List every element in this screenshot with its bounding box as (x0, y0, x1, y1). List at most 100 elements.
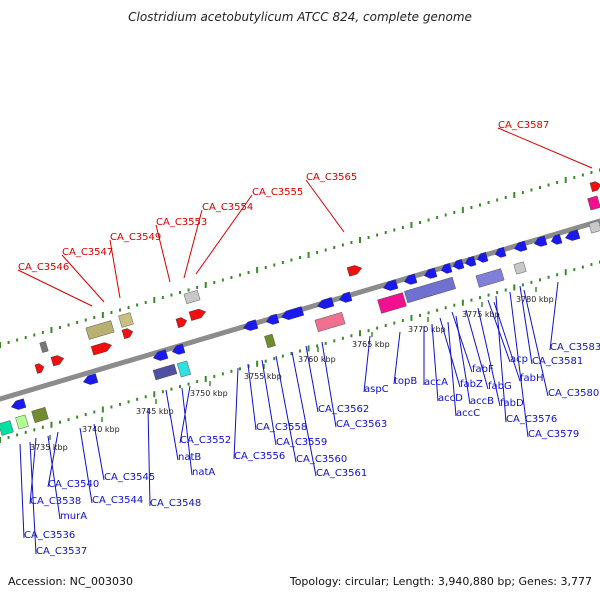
bottom-gene-label[interactable]: CA_C3580 (548, 388, 599, 399)
strand-dot (127, 400, 130, 404)
strand-dot (59, 326, 61, 329)
strand-dot (307, 345, 310, 352)
bottom-gene-label[interactable]: CA_C3581 (532, 356, 583, 367)
strand-dot (564, 177, 567, 183)
gene-labels: CA_C3546 CA_C3547 CA_C3549 CA_C3553 CA_C3554… (18, 120, 600, 557)
leader-line (523, 289, 549, 397)
leader-line (519, 285, 533, 365)
top-gene-label[interactable]: CA_C3554 (202, 202, 253, 213)
bottom-gene-label[interactable]: CA_C3544 (92, 495, 143, 506)
top-gene-label[interactable]: CA_C3565 (306, 172, 357, 183)
strand-dot (67, 323, 70, 327)
bottom-gene-label[interactable]: accC (456, 408, 480, 419)
bottom-gene-label[interactable]: CA_C3545 (104, 472, 155, 483)
top-gene-label[interactable]: CA_C3546 (18, 262, 69, 273)
bottom-gene-label[interactable]: CA_C3552 (180, 435, 231, 446)
strand-dot (299, 256, 301, 259)
strand-dot (427, 311, 430, 315)
strand-dot (76, 415, 79, 419)
strand-dot (401, 226, 404, 229)
bottom-gene-label[interactable]: CA_C3537 (36, 546, 87, 557)
gene-arrow (90, 342, 112, 356)
bottom-gene-label[interactable]: fabZ (460, 379, 483, 390)
strand-dot (436, 216, 439, 219)
top-gene-label[interactable]: CA_C3549 (110, 232, 161, 243)
strand-dot (350, 241, 353, 244)
bottom-gene-label[interactable]: topB (394, 376, 417, 387)
strand-dot (290, 258, 293, 262)
strand-dot (170, 387, 173, 391)
strand-dot (256, 267, 259, 273)
gene-block (176, 360, 192, 378)
top-gene-label[interactable]: CA_C3587 (498, 120, 549, 131)
gene-features (0, 181, 600, 436)
bottom-gene-label[interactable]: CA_C3536 (24, 530, 75, 541)
strand-dot (230, 276, 233, 279)
strand-dot (187, 288, 190, 292)
gene-arrow (346, 265, 363, 277)
gene-arrow (265, 313, 280, 325)
gene-arrow (10, 398, 27, 410)
leader-line (195, 194, 253, 275)
bottom-gene-label[interactable]: murA (60, 511, 87, 522)
bottom-gene-label[interactable]: CA_C3562 (318, 404, 369, 415)
bottom-gene-label[interactable]: CA_C3561 (316, 468, 367, 479)
strand-dot (487, 201, 490, 204)
top-gene-label[interactable]: CA_C3555 (252, 187, 303, 198)
strand-dot (281, 354, 284, 358)
leader-line (447, 321, 457, 417)
bottom-gene-label[interactable]: accB (470, 396, 494, 407)
genome-title: Clostridium acetobutylicum ATCC 824, com… (128, 10, 472, 24)
strand-dot (479, 296, 481, 300)
strand-dot (341, 336, 344, 340)
gene-block (15, 414, 29, 430)
gene-block (183, 289, 201, 305)
gene-block (475, 268, 505, 288)
gene-arrow (564, 229, 581, 241)
strand-dot (33, 428, 36, 432)
bottom-gene-label[interactable]: CA_C3576 (506, 414, 557, 425)
bottom-gene-label[interactable]: fabG (488, 381, 512, 392)
strand-dot (119, 308, 121, 312)
leader-line (549, 281, 559, 351)
bottom-gene-label[interactable]: CA_C3556 (234, 451, 285, 462)
strand-dot (530, 188, 533, 192)
bottom-gene-label[interactable]: natA (192, 467, 215, 478)
strand-dot (307, 252, 310, 258)
bottom-gene-label[interactable]: CA_C3559 (276, 437, 327, 448)
strand-dot (76, 321, 79, 324)
strand-dot (161, 296, 164, 299)
leader-line (363, 335, 371, 393)
strand-dot (419, 313, 421, 317)
strand-dot (93, 410, 96, 414)
bottom-gene-label[interactable]: CA_C3540 (48, 479, 99, 490)
bottom-gene-label[interactable]: CA_C3563 (336, 419, 387, 430)
label-leader-lines (17, 127, 593, 555)
bottom-gene-label[interactable]: natB (178, 452, 201, 463)
leader-line (509, 291, 529, 438)
strand-dot (539, 278, 541, 282)
bottom-gene-label[interactable]: CA_C3560 (296, 454, 347, 465)
top-gene-label[interactable]: CA_C3547 (62, 247, 113, 258)
bottom-gene-label[interactable]: accA (424, 377, 448, 388)
bottom-gene-label[interactable]: fabD (500, 398, 524, 409)
strand-dot (461, 207, 464, 213)
bottom-gene-label[interactable]: acp (510, 354, 528, 365)
bottom-gene-label[interactable]: fabH (520, 373, 544, 384)
bottom-gene-label[interactable]: CA_C3548 (150, 498, 201, 509)
strand-dot (359, 237, 361, 243)
strand-dot (136, 303, 139, 307)
bottom-gene-label[interactable]: aspC (364, 384, 389, 395)
bottom-gene-label[interactable]: CA_C3583 (550, 342, 600, 353)
top-gene-label[interactable]: CA_C3553 (156, 217, 207, 228)
strand-dot (513, 284, 516, 291)
bottom-gene-label[interactable]: CA_C3558 (256, 422, 307, 433)
leader-line (17, 269, 93, 307)
bottom-gene-label[interactable]: accD (438, 393, 463, 404)
strand-dot (427, 218, 430, 222)
bottom-gene-label[interactable]: fabF (472, 364, 494, 375)
bottom-gene-label[interactable]: CA_C3579 (528, 429, 579, 440)
gene-block (118, 312, 134, 328)
gene-arrow (589, 181, 600, 192)
bottom-gene-label[interactable]: CA_C3538 (30, 496, 81, 507)
